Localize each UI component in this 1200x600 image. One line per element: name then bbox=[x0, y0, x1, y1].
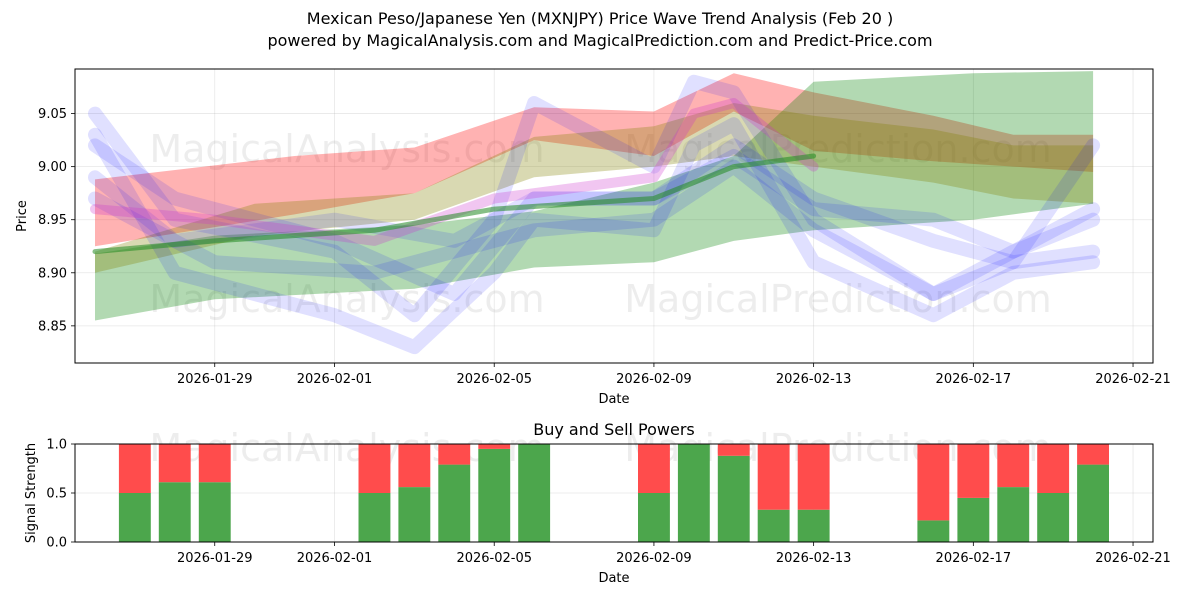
bs-x-tick-label: 2026-02-05 bbox=[456, 551, 532, 566]
sell-bar bbox=[917, 444, 950, 521]
wave-y-tick-label: 9.05 bbox=[38, 107, 67, 122]
bs-x-tick-label: 2026-02-09 bbox=[616, 551, 692, 566]
green-band bbox=[95, 71, 1094, 321]
buy-bar bbox=[757, 509, 790, 542]
buy-bar bbox=[158, 482, 191, 542]
purple-wave bbox=[90, 98, 819, 246]
sell-bar bbox=[478, 444, 511, 449]
chart-title-line1: Mexican Peso/Japanese Yen (MXNJPY) Price… bbox=[306, 9, 894, 28]
watermark-bottom-left: MagicalAnalysis.com bbox=[149, 277, 544, 321]
wave-chart-axes: 2026-01-29 2026-02-01 2026-02-05 2026-02-09… bbox=[38, 107, 1171, 387]
wave-y-tick-label: 8.95 bbox=[38, 213, 67, 228]
watermark-bottom-right: MagicalPrediction.com bbox=[624, 277, 1052, 321]
sell-bar bbox=[1037, 444, 1070, 493]
bs-y-tick-label: 0.0 bbox=[46, 536, 67, 551]
sell-bar bbox=[717, 444, 750, 456]
blue-wave-5 bbox=[88, 138, 1101, 301]
buy-sell-title: Buy and Sell Powers bbox=[533, 420, 695, 439]
buy-sell-y-label: Signal Strength bbox=[24, 443, 39, 543]
buy-bar bbox=[1037, 493, 1070, 542]
bs-x-tick-label: 2026-01-29 bbox=[177, 551, 253, 566]
buy-sell-axes: 2026-01-29 2026-02-01 2026-02-05 2026-02-09… bbox=[46, 438, 1171, 567]
red-band bbox=[95, 73, 1094, 247]
buy-bar bbox=[677, 444, 710, 542]
buy-bar bbox=[1077, 464, 1109, 542]
wave-y-tick-label: 9.00 bbox=[38, 160, 67, 175]
sell-bar bbox=[438, 444, 471, 465]
buy-bar bbox=[518, 444, 551, 542]
buy-bar bbox=[198, 482, 231, 542]
bs-x-tick-label: 2026-02-13 bbox=[776, 551, 852, 566]
watermark-top-left: MagicalAnalysis.com bbox=[149, 127, 544, 171]
buy-bar bbox=[358, 493, 391, 542]
blue-wave-1 bbox=[88, 74, 1101, 323]
wave-chart-watermarks: MagicalAnalysis.com MagicalPrediction.co… bbox=[149, 127, 1051, 321]
blue-wave-2 bbox=[88, 117, 1101, 355]
buy-bar bbox=[957, 497, 990, 542]
wave-x-tick-label: 2026-02-01 bbox=[297, 372, 373, 387]
sell-bar bbox=[797, 444, 830, 510]
wave-x-tick-label: 2026-02-13 bbox=[776, 372, 852, 387]
buy-sell-x-label: Date bbox=[598, 571, 629, 586]
sell-bar bbox=[198, 444, 231, 483]
watermark-top-right: MagicalPrediction.com bbox=[624, 127, 1052, 171]
bs-x-tick-label: 2026-02-17 bbox=[936, 551, 1012, 566]
wave-x-tick-label: 2026-02-09 bbox=[616, 372, 692, 387]
chart-title-line2: powered by MagicalAnalysis.com and Magic… bbox=[267, 31, 933, 50]
sell-bar bbox=[358, 444, 391, 493]
buy-bar bbox=[478, 448, 511, 542]
buy-bar bbox=[438, 464, 471, 542]
buy-bar bbox=[917, 520, 950, 542]
wave-x-tick-label: 2026-02-17 bbox=[936, 372, 1012, 387]
green-trend bbox=[92, 153, 817, 255]
wave-chart-x-label: Date bbox=[598, 392, 629, 407]
sell-bar bbox=[757, 444, 790, 510]
wave-chart-bands bbox=[95, 71, 1094, 321]
sell-bar bbox=[398, 444, 431, 488]
wave-chart-grid bbox=[75, 69, 1153, 363]
wave-chart-y-label: Price bbox=[15, 200, 30, 232]
bs-y-tick-label: 1.0 bbox=[46, 438, 67, 453]
sell-bar bbox=[997, 444, 1030, 488]
bs-x-tick-label: 2026-02-01 bbox=[297, 551, 373, 566]
wave-y-tick-label: 8.90 bbox=[38, 266, 67, 281]
wave-chart-waves bbox=[88, 74, 1101, 355]
bs-x-tick-label: 2026-02-21 bbox=[1095, 551, 1171, 566]
buy-bar bbox=[997, 487, 1030, 542]
wave-x-tick-label: 2026-02-05 bbox=[456, 372, 532, 387]
sell-bar bbox=[1077, 444, 1109, 465]
sell-bar bbox=[158, 444, 191, 483]
sell-bar bbox=[118, 444, 151, 493]
wave-x-tick-label: 2026-01-29 bbox=[177, 372, 253, 387]
buy-bar bbox=[398, 487, 431, 542]
sell-bar bbox=[957, 444, 990, 498]
wave-chart-frame bbox=[74, 68, 1154, 364]
buy-bar bbox=[638, 493, 670, 542]
buy-bar bbox=[717, 455, 750, 542]
buy-bar bbox=[797, 509, 830, 542]
buy-sell-bars bbox=[118, 444, 1109, 542]
wave-y-tick-label: 8.85 bbox=[38, 319, 67, 334]
bs-y-tick-label: 0.5 bbox=[46, 487, 67, 502]
sell-bar bbox=[638, 444, 670, 493]
buy-bar bbox=[118, 493, 151, 542]
olive-band bbox=[95, 103, 1094, 273]
wave-x-tick-label: 2026-02-21 bbox=[1095, 372, 1171, 387]
